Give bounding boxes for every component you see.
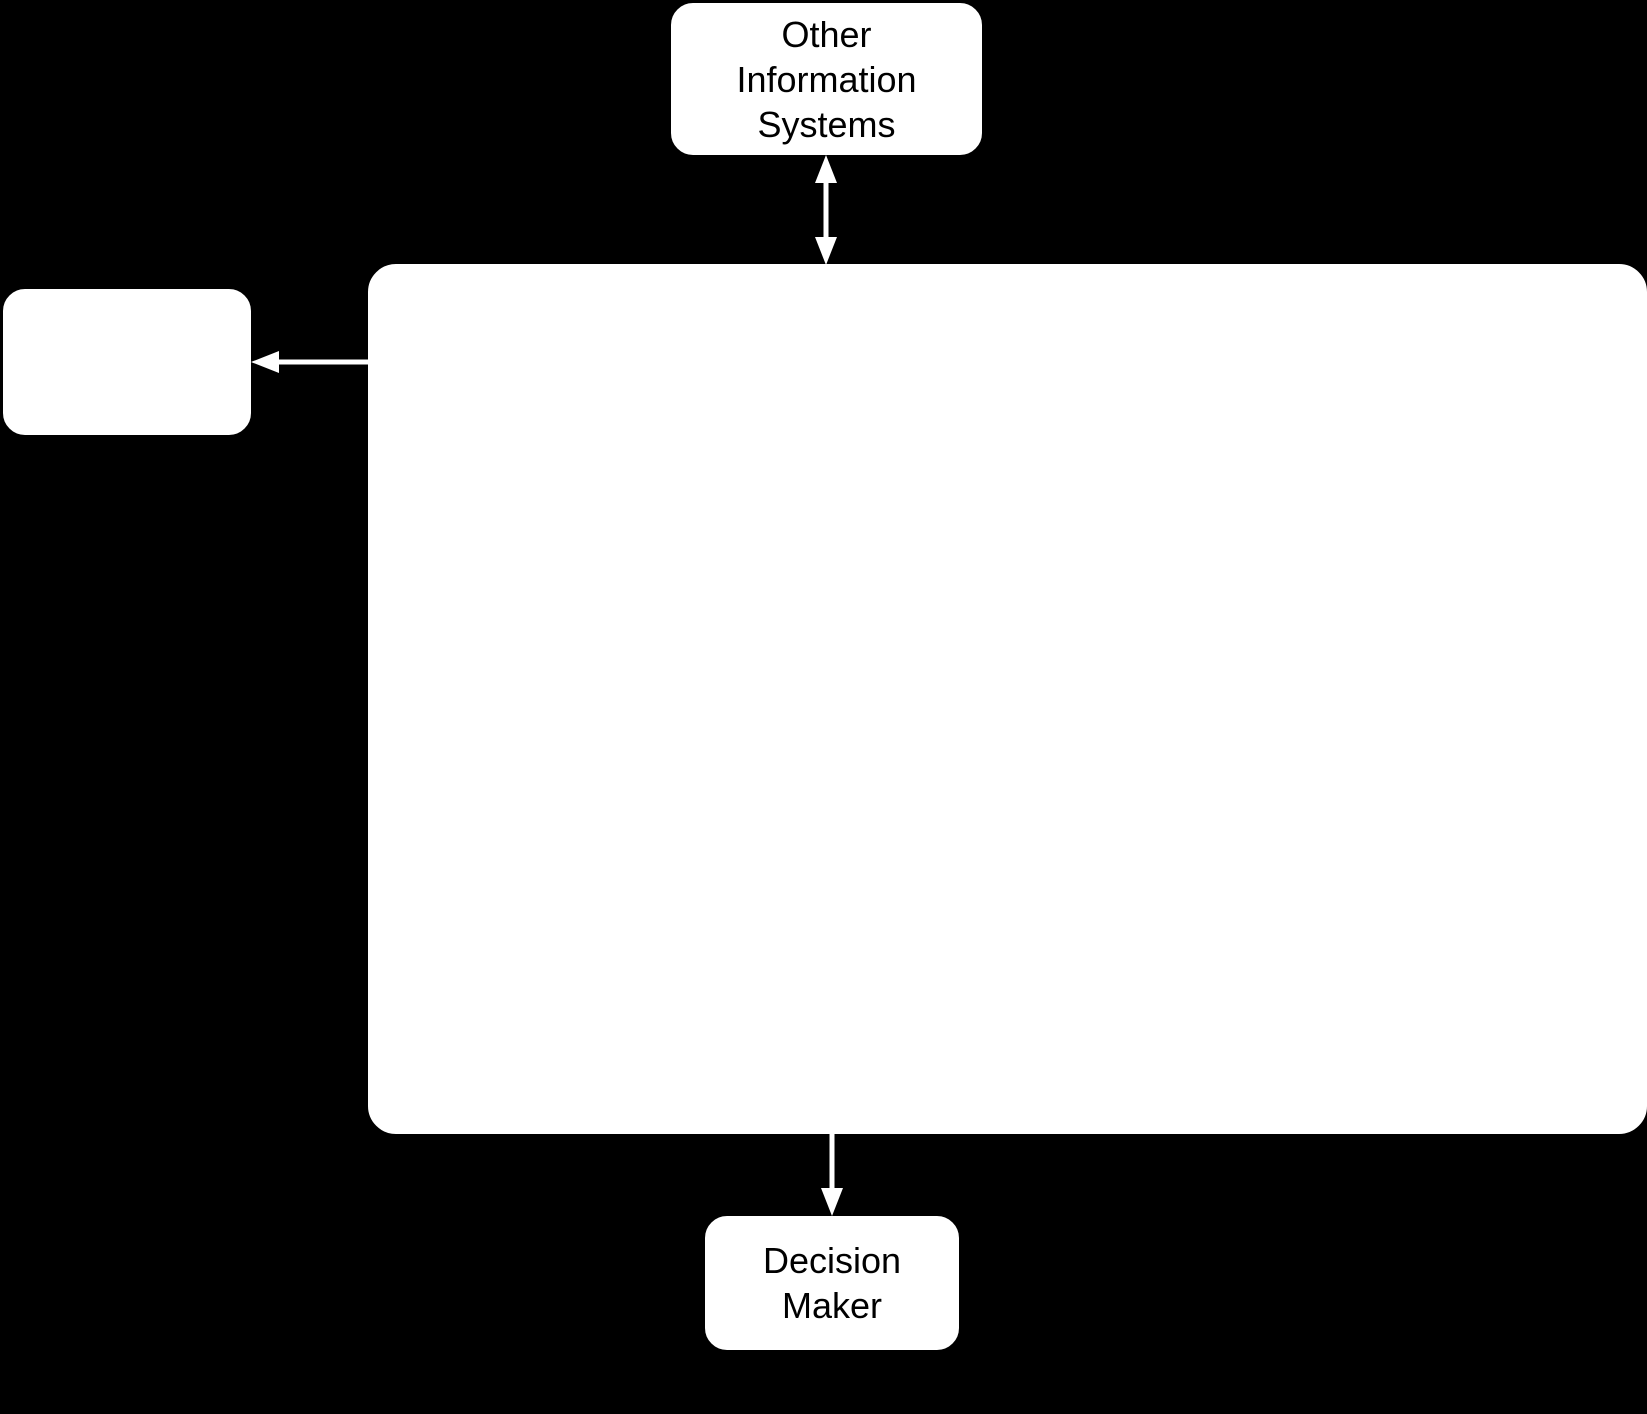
diagram-canvas: Other Information Systems Decision Maker — [0, 0, 1647, 1414]
node-other-information-systems: Other Information Systems — [671, 3, 982, 155]
edge-other-info-to-central — [804, 155, 848, 265]
node-left-empty — [3, 289, 251, 435]
node-label-line: Information — [736, 59, 916, 100]
edge-central-to-left — [251, 340, 368, 384]
node-label-line: Systems — [757, 104, 895, 145]
node-label-line: Decision — [763, 1240, 901, 1281]
node-decision-maker: Decision Maker — [705, 1216, 959, 1350]
edge-central-to-decision-maker — [810, 1134, 854, 1216]
node-label-line: Maker — [782, 1285, 882, 1326]
node-label-line: Other — [781, 14, 871, 55]
node-central — [368, 264, 1647, 1134]
